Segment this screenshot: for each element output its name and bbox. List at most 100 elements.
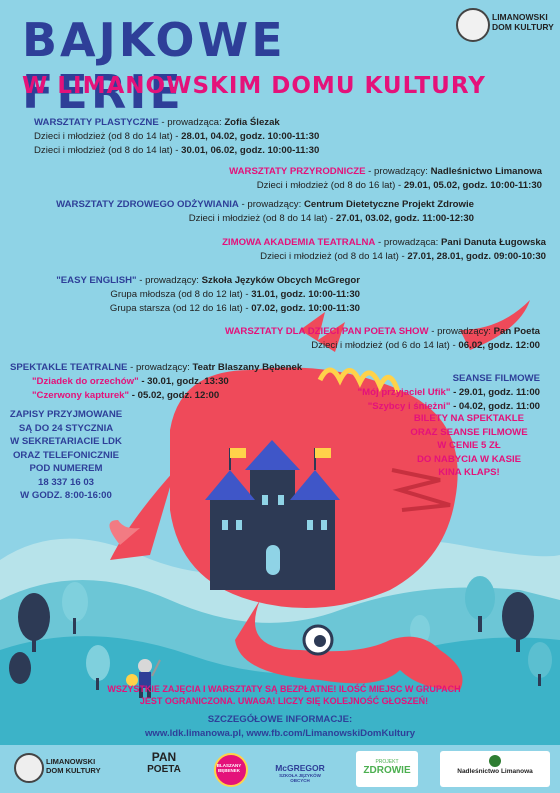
registration-phone: 18 337 16 03 bbox=[37, 476, 95, 488]
mcgregor-line1: McGREGOR bbox=[275, 763, 325, 773]
block-leader: Pan Poeta bbox=[493, 326, 540, 337]
block-heading: SPEKTAKLE TEATRALNE bbox=[10, 362, 128, 373]
block-sep: - prowadząca: bbox=[375, 237, 441, 248]
show-date: - 30.01, godz. 13:30 bbox=[138, 376, 229, 387]
blaszany-bebenek-logo: BLASZANY BĘBENEK bbox=[208, 751, 250, 787]
zdrowie-line2: ZDROWIE bbox=[363, 765, 411, 776]
nadlesnictwo-logo: Nadleśnictwo Limanowa bbox=[440, 751, 550, 787]
pan-poeta-line1: PAN bbox=[151, 750, 177, 764]
registration-line: ORAZ TELEFONICZNIE bbox=[12, 449, 120, 461]
free-note: WSZYSTKIE ZAJĘCIA I WARSZTATY SĄ BEZPŁAT… bbox=[84, 683, 484, 707]
tickets-line: DO NABYCIA W KASIE bbox=[416, 453, 522, 465]
film-name: "Szybcy i śnieżni" bbox=[367, 401, 451, 412]
tickets-line: W CENIE 5 ZŁ bbox=[437, 440, 501, 451]
block-sep: - prowadzący: bbox=[238, 199, 304, 210]
block-sep: - prowadzący: bbox=[428, 326, 494, 337]
block-spektakle: SPEKTAKLE TEATRALNE - prowadzący: Teatr … bbox=[10, 361, 302, 403]
block-heading: WARSZTATY DLA DZIECI PAN POETA SHOW bbox=[224, 326, 429, 337]
block-plastyczne: WARSZTATY PLASTYCZNE - prowadząca: Zofia… bbox=[34, 116, 319, 158]
block-odzywianie: WARSZTATY ZDROWEGO ODŻYWIANIA - prowadzą… bbox=[56, 198, 474, 226]
film-date: - 04.02, godz. 11:00 bbox=[450, 401, 540, 412]
row-dates: 28.01, 04.02, godz. 10:00-11:30 bbox=[181, 131, 320, 142]
registration-line: SĄ DO 24 STYCZNIA bbox=[18, 422, 114, 434]
tickets-line: ORAZ SEANSE FILMOWE bbox=[410, 426, 528, 438]
block-seanse: SEANSE FILMOWE "Mój przyjaciel Ufik" - 2… bbox=[358, 372, 540, 414]
castle-icon bbox=[205, 440, 340, 590]
tickets-info: BILETY NA SPEKTAKLE ORAZ SEANSE FILMOWE … bbox=[394, 412, 544, 480]
forest-emblem-icon bbox=[489, 755, 501, 767]
more-info-header: SZCZEGÓŁOWE INFORMACJE: bbox=[207, 714, 353, 725]
block-leader: Zofia Ślezak bbox=[224, 117, 280, 128]
block-leader: Nadleśnictwo Limanowa bbox=[430, 166, 542, 177]
ldk-logo-top: LIMANOWSKI DOM KULTURY bbox=[456, 6, 556, 46]
row-dates: 29.01, 05.02, godz. 10:00-11:30 bbox=[403, 180, 542, 191]
block-leader: Szkoła Języków Obcych McGregor bbox=[201, 275, 360, 286]
ldk-emblem-icon bbox=[14, 753, 44, 783]
more-info-links: www.ldk.limanowa.pl, www.fb.com/Limanows… bbox=[0, 728, 560, 739]
mcgregor-line2: SZKOŁA JĘZYKÓW OBCYCH bbox=[279, 773, 321, 783]
block-sep: - prowadzący: bbox=[365, 166, 431, 177]
block-przyrodnicze: WARSZTATY PRZYRODNICZE - prowadzący: Nad… bbox=[229, 165, 542, 193]
block-pan-poeta: WARSZTATY DLA DZIECI PAN POETA SHOW - pr… bbox=[225, 325, 540, 353]
block-heading: SEANSE FILMOWE bbox=[452, 373, 540, 384]
row-dates: 27.01, 28.01, godz. 09:00-10:30 bbox=[407, 251, 546, 262]
block-heading: "EASY ENGLISH" bbox=[56, 275, 137, 286]
registration-line: POD NUMEREM bbox=[29, 463, 103, 474]
registration-line: ZAPISY PRZYJMOWANE bbox=[9, 409, 123, 420]
block-leader: Teatr Blaszany Bębenek bbox=[192, 362, 303, 373]
facebook-link[interactable]: www.fb.com/LimanowskiDomKultury bbox=[246, 728, 416, 739]
show-name: "Dziadek do orzechów" bbox=[32, 376, 139, 387]
row-group: Dzieci i młodzież (od 8 do 14 lat) - bbox=[34, 131, 182, 142]
row-dates: 07.02, godz. 10:00-11:30 bbox=[251, 303, 360, 314]
block-leader: Centrum Dietetyczne Projekt Zdrowie bbox=[303, 199, 474, 210]
block-sep: - prowadząca: bbox=[158, 117, 225, 128]
ldk-logo: LIMANOWSKI DOM KULTURY bbox=[14, 751, 114, 787]
tickets-line: BILETY NA SPEKTAKLE bbox=[413, 413, 525, 424]
block-heading: WARSZTATY PLASTYCZNE bbox=[34, 117, 159, 128]
row-group: Dzieci i młodzież (od 8 do 14 lat) - bbox=[34, 145, 182, 156]
film-date: - 29.01, godz. 11:00 bbox=[450, 387, 540, 398]
tree-icons bbox=[9, 576, 552, 690]
block-heading: ZIMOWA AKADEMIA TEATRALNA bbox=[222, 237, 376, 248]
poster-title: BAJKOWE FERIE bbox=[22, 13, 286, 119]
blaszany-bebenek-text: BLASZANY BĘBENEK bbox=[216, 763, 242, 773]
free-note-line2: JEST OGRANICZONA. UWAGA! LICZY SIĘ KOLEJ… bbox=[139, 696, 429, 706]
row-group: Grupa młodsza (od 8 do 12 lat) - bbox=[110, 289, 252, 300]
row-group: Dzieci i młodzież (od 8 do 14 lat) - bbox=[260, 251, 408, 262]
row-dates: 06.02, godz. 12:00 bbox=[458, 340, 540, 351]
links-separator: , bbox=[241, 728, 247, 739]
poster-subtitle: W LIMANOWSKIM DOMU KULTURY bbox=[22, 73, 486, 99]
film-name: "Mój przyjaciel Ufik" bbox=[357, 387, 451, 398]
registration-line: W SEKRETARIACIE LDK bbox=[10, 436, 122, 447]
free-note-line1: WSZYSTKIE ZAJĘCIA I WARSZTATY SĄ BEZPŁAT… bbox=[107, 684, 461, 694]
tickets-line: KINA KLAPS! bbox=[438, 467, 500, 478]
row-group: Dzieci i młodzież (od 8 do 14 lat) - bbox=[188, 213, 336, 224]
mcgregor-logo: McGREGOR SZKOŁA JĘZYKÓW OBCYCH bbox=[270, 751, 330, 787]
projekt-zdrowie-logo: PROJEKT ZDROWIE bbox=[356, 751, 418, 787]
show-date: - 05.02, godz. 12:00 bbox=[129, 390, 220, 401]
knight-icon bbox=[126, 659, 161, 698]
nadlesnictwo-text: Nadleśnictwo Limanowa bbox=[457, 768, 533, 775]
website-link[interactable]: www.ldk.limanowa.pl bbox=[144, 728, 242, 739]
pan-poeta-line2: POETA bbox=[147, 764, 181, 775]
row-group: Dzieci i młodzież (od 8 do 16 lat) - bbox=[256, 180, 404, 191]
block-sep: - prowadzący: bbox=[136, 275, 202, 286]
row-dates: 27.01, 03.02, godz. 11:00-12:30 bbox=[335, 213, 474, 224]
row-group: Grupa starsza (od 12 do 16 lat) - bbox=[109, 303, 252, 314]
registration-info: ZAPISY PRZYJMOWANE SĄ DO 24 STYCZNIA W S… bbox=[6, 408, 126, 503]
footer-logos: LIMANOWSKI DOM KULTURY PAN POETA BLASZAN… bbox=[0, 745, 560, 793]
show-name: "Czerwony kapturek" bbox=[32, 390, 130, 401]
ldk-footer-line1: LIMANOWSKI bbox=[46, 757, 96, 766]
block-heading: WARSZTATY PRZYRODNICZE bbox=[229, 166, 366, 177]
ldk-footer-line2: DOM KULTURY bbox=[46, 766, 101, 775]
block-easy-english: "EASY ENGLISH" - prowadzący: Szkoła Języ… bbox=[56, 274, 360, 316]
row-dates: 30.01, 06.02, godz. 10:00-11:30 bbox=[181, 145, 320, 156]
block-heading: WARSZTATY ZDROWEGO ODŻYWIANIA bbox=[56, 199, 239, 210]
ldk-logo-line2: DOM KULTURY bbox=[492, 22, 554, 32]
row-group: Dzieci i młodzież (od 6 do 14 lat) - bbox=[311, 340, 459, 351]
zdrowie-line1: PROJEKT bbox=[375, 759, 399, 765]
block-sep: - prowadzący: bbox=[127, 362, 193, 373]
row-dates: 31.01, godz. 10:00-11:30 bbox=[251, 289, 360, 300]
